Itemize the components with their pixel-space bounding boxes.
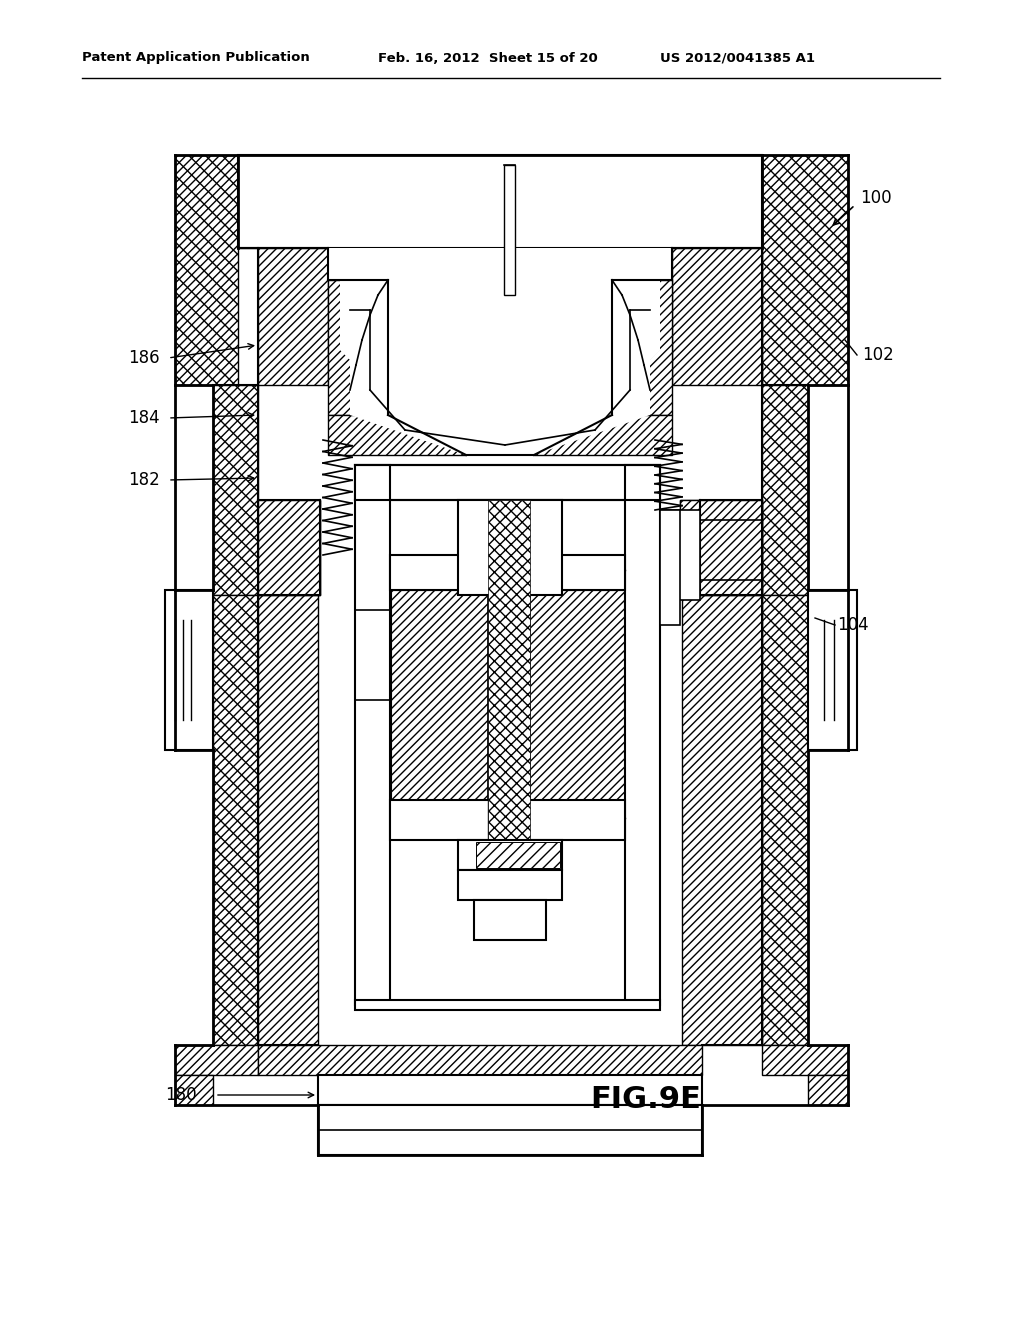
Text: US 2012/0041385 A1: US 2012/0041385 A1 <box>660 51 815 65</box>
Polygon shape <box>328 280 388 414</box>
Text: 184: 184 <box>128 409 160 426</box>
Text: 100: 100 <box>860 189 892 207</box>
Polygon shape <box>650 154 762 248</box>
Polygon shape <box>175 154 238 385</box>
Polygon shape <box>328 248 672 455</box>
Polygon shape <box>238 154 350 248</box>
Polygon shape <box>660 510 680 624</box>
Polygon shape <box>762 385 808 595</box>
Polygon shape <box>458 870 562 900</box>
Polygon shape <box>488 590 510 800</box>
Polygon shape <box>762 154 848 385</box>
Polygon shape <box>258 595 318 1045</box>
Polygon shape <box>258 1045 702 1074</box>
Polygon shape <box>762 1045 848 1074</box>
Polygon shape <box>258 248 328 385</box>
Polygon shape <box>474 900 546 940</box>
Text: 104: 104 <box>837 616 868 634</box>
Text: FIG.9E: FIG.9E <box>590 1085 700 1114</box>
Polygon shape <box>390 800 625 840</box>
Polygon shape <box>258 500 319 595</box>
Polygon shape <box>476 842 560 869</box>
Polygon shape <box>318 1105 702 1155</box>
Polygon shape <box>355 465 390 1005</box>
Polygon shape <box>625 465 660 1005</box>
Polygon shape <box>808 1074 848 1105</box>
Polygon shape <box>458 500 562 595</box>
Polygon shape <box>213 595 258 1045</box>
Polygon shape <box>680 500 762 595</box>
Text: 102: 102 <box>862 346 894 364</box>
Polygon shape <box>175 1074 213 1105</box>
Polygon shape <box>682 595 762 1045</box>
Polygon shape <box>213 385 258 595</box>
Polygon shape <box>808 590 857 750</box>
Polygon shape <box>762 595 808 1045</box>
Polygon shape <box>355 465 660 500</box>
Polygon shape <box>458 840 562 870</box>
Polygon shape <box>488 500 530 840</box>
Polygon shape <box>612 280 672 414</box>
Polygon shape <box>328 414 466 455</box>
Text: 182: 182 <box>128 471 160 488</box>
Polygon shape <box>534 414 672 455</box>
Polygon shape <box>488 800 510 870</box>
Polygon shape <box>391 590 624 800</box>
Text: 186: 186 <box>128 348 160 367</box>
Polygon shape <box>165 590 213 750</box>
Polygon shape <box>355 1001 660 1010</box>
Polygon shape <box>680 500 762 595</box>
Polygon shape <box>238 154 762 248</box>
Polygon shape <box>318 1074 702 1105</box>
Polygon shape <box>660 510 700 601</box>
Polygon shape <box>258 500 319 595</box>
Text: Patent Application Publication: Patent Application Publication <box>82 51 309 65</box>
Polygon shape <box>672 248 762 385</box>
Polygon shape <box>390 554 625 590</box>
Text: 180: 180 <box>165 1086 197 1104</box>
Text: Feb. 16, 2012  Sheet 15 of 20: Feb. 16, 2012 Sheet 15 of 20 <box>378 51 598 65</box>
Polygon shape <box>175 1045 258 1074</box>
Polygon shape <box>504 165 515 294</box>
